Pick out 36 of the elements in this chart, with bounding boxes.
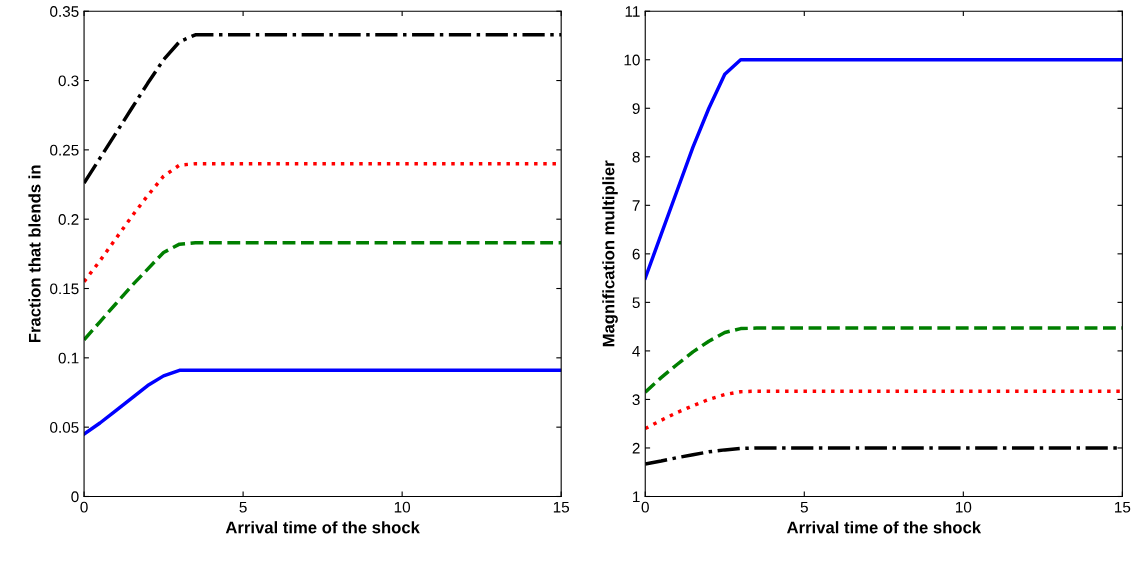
- x-tick-label: 5: [239, 501, 247, 513]
- y-tick-label: 7: [632, 200, 640, 211]
- y-axis-title: Magnification multiplier: [602, 160, 618, 347]
- y-tick-label: 0.1: [58, 352, 79, 364]
- x-tick-label: 10: [956, 501, 972, 513]
- y-tick-label: 0.2: [58, 214, 79, 225]
- y-tick-label: 8: [632, 151, 640, 163]
- x-tick-label: 10: [394, 501, 411, 513]
- y-tick-label: 0: [71, 491, 79, 503]
- y-tick-label: 2: [632, 442, 640, 454]
- x-tick-label: 5: [800, 501, 808, 513]
- y-tick-label: 5: [632, 297, 640, 309]
- line-series: [84, 368, 562, 436]
- line-series: [84, 241, 562, 342]
- x-tick-label: 0: [80, 501, 88, 513]
- y-tick-label: 9: [632, 103, 640, 114]
- y-axis-title: Fraction that blends in: [28, 165, 41, 343]
- x-tick-label: 15: [1115, 501, 1131, 513]
- x-tick-label: 15: [553, 501, 570, 513]
- y-tick-label: 1: [633, 491, 640, 503]
- y-tick-label: 3: [632, 394, 640, 406]
- line-series: [645, 58, 1123, 280]
- line-series: [645, 389, 1123, 431]
- y-tick-label: 6: [632, 248, 640, 260]
- y-tick-label: 4: [632, 345, 640, 357]
- x-axis-title: Arrival time of the shock: [786, 521, 982, 534]
- y-tick-label: 0.3: [58, 75, 79, 87]
- y-tick-label: 0.05: [50, 422, 79, 433]
- line-series: [645, 326, 1123, 394]
- x-axis-title: Arrival time of the shock: [225, 521, 420, 534]
- y-tick-label: 0.25: [50, 144, 79, 156]
- y-tick-label: 0.15: [50, 283, 79, 295]
- y-tick-label: 11: [625, 6, 640, 17]
- x-tick-label: 0: [641, 501, 649, 513]
- y-tick-label: 10: [624, 54, 640, 66]
- y-tick-label: 0.35: [50, 6, 79, 17]
